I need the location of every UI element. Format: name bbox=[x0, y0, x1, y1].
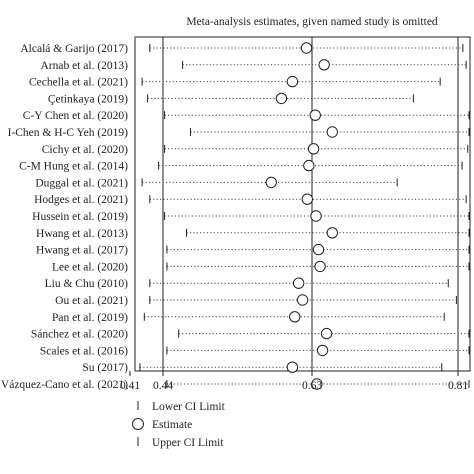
study-label: C-Y Chen et al. (2020) bbox=[23, 110, 128, 122]
legend-label: Upper CI Limit bbox=[152, 437, 224, 449]
study-label: Ou et al. (2021) bbox=[55, 295, 128, 307]
study-row: Çetinkaya (2019) bbox=[48, 92, 414, 105]
plot-area: Alcalá & Garijo (2017) Arnab et al. (2013… bbox=[1, 36, 471, 391]
study-label: Hwang et al. (2017) bbox=[36, 245, 128, 257]
estimate-point bbox=[310, 210, 322, 222]
estimate-point bbox=[309, 109, 321, 121]
estimate-point bbox=[312, 243, 325, 256]
study-label: Sánchez et al. (2020) bbox=[31, 329, 128, 341]
study-row: C-Y Chen et al. (2020) bbox=[23, 109, 470, 122]
legend-estimate-symbol bbox=[132, 418, 144, 430]
study-row: Cechella et al. (2021) bbox=[29, 75, 441, 89]
estimate-point bbox=[326, 126, 338, 138]
estimate-point bbox=[275, 92, 288, 105]
estimate-point bbox=[296, 294, 309, 306]
study-label: Cichy et al. (2020) bbox=[42, 144, 128, 156]
legend-label: Lower CI Limit bbox=[152, 401, 226, 413]
study-label: Cechella et al. (2021) bbox=[29, 77, 128, 89]
study-row: Sánchez et al. (2020) bbox=[31, 327, 470, 341]
chart-title: Meta-analysis estimates, given named stu… bbox=[186, 16, 438, 28]
study-label: Su (2017) bbox=[82, 362, 128, 374]
estimate-point bbox=[286, 75, 299, 88]
x-axis: 0.41 0.44 0.63 0.81 bbox=[120, 371, 468, 392]
study-label: Hodges et al. (2021) bbox=[34, 194, 128, 206]
study-label: Scales et al. (2016) bbox=[40, 345, 128, 357]
legend-item: Upper CI Limit bbox=[137, 437, 224, 449]
estimate-point bbox=[265, 176, 277, 189]
study-row: Scales et al. (2016) bbox=[40, 344, 470, 357]
study-label: Hussein et al. (2019) bbox=[32, 211, 128, 223]
estimate-point bbox=[292, 277, 305, 289]
legend: Lower CI Limit Estimate Upper CI Limit bbox=[132, 401, 226, 449]
study-label: Liu & Chu (2010) bbox=[45, 278, 129, 290]
study-row: Pan et al. (2019) bbox=[52, 311, 445, 324]
estimate-point bbox=[301, 193, 313, 205]
study-row: Hodges et al. (2021) bbox=[34, 193, 467, 206]
study-label: Pan et al. (2019) bbox=[52, 312, 128, 324]
estimate-point bbox=[307, 143, 320, 155]
estimate-point bbox=[320, 327, 333, 340]
x-tick-label: 0.41 bbox=[120, 380, 140, 392]
estimate-point bbox=[311, 378, 323, 390]
estimate-point bbox=[318, 59, 330, 71]
study-label: I-Chen & H-C Yeh (2019) bbox=[8, 127, 129, 139]
study-row: C-M Hung et al. (2014) bbox=[19, 159, 463, 173]
study-row: Lee et al. (2020) bbox=[52, 260, 470, 273]
study-row: Duggal et al. (2021) bbox=[35, 176, 398, 189]
plot-frame bbox=[134, 36, 471, 372]
x-tick-label: 0.44 bbox=[153, 380, 173, 392]
x-tick-label: 0.63 bbox=[302, 380, 322, 392]
study-label: Duggal et al. (2021) bbox=[35, 177, 128, 189]
study-row: Alcalá & Garijo (2017) bbox=[20, 42, 464, 55]
study-row: I-Chen & H-C Yeh (2019) bbox=[8, 126, 470, 139]
estimate-point bbox=[303, 159, 315, 172]
study-label: C-M Hung et al. (2014) bbox=[19, 161, 128, 173]
legend-label: Estimate bbox=[152, 419, 192, 431]
study-row: Liu & Chu (2010) bbox=[45, 277, 449, 290]
estimate-point bbox=[289, 311, 301, 323]
legend-item: Estimate bbox=[132, 418, 192, 431]
study-label: Vázquez-Cano et al. (2021) bbox=[1, 379, 128, 391]
study-label: Lee et al. (2020) bbox=[52, 261, 128, 273]
study-label: Alcalá & Garijo (2017) bbox=[20, 43, 128, 55]
study-row: Arnab et al. (2013) bbox=[41, 59, 467, 72]
study-label: Çetinkaya (2019) bbox=[48, 93, 128, 105]
x-tick-label: 0.81 bbox=[448, 380, 468, 392]
study-row: Hwang et al. (2013) bbox=[36, 227, 470, 240]
study-row: Vázquez-Cano et al. (2021) bbox=[1, 378, 470, 391]
estimate-point bbox=[326, 227, 338, 239]
study-row: Cichy et al. (2020) bbox=[42, 143, 469, 156]
study-label: Arnab et al. (2013) bbox=[41, 60, 129, 72]
legend-item: Lower CI Limit bbox=[137, 401, 226, 413]
study-row: Ou et al. (2021) bbox=[55, 294, 457, 307]
estimate-point bbox=[300, 42, 313, 54]
estimate-point bbox=[316, 344, 329, 357]
estimate-point bbox=[314, 260, 326, 273]
study-row: Hussein et al. (2019) bbox=[32, 210, 470, 223]
study-row: Hwang et al. (2017) bbox=[36, 243, 470, 257]
study-row: Su (2017) bbox=[82, 361, 443, 374]
study-label: Hwang et al. (2013) bbox=[36, 228, 128, 240]
estimate-point bbox=[286, 361, 299, 373]
